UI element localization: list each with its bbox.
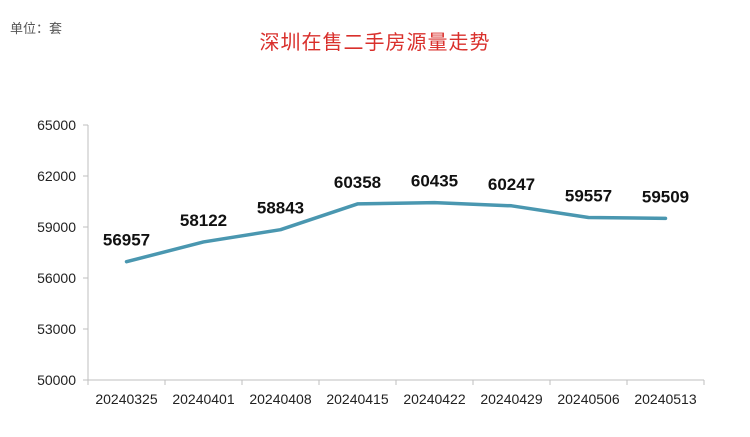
- data-label: 59509: [642, 187, 689, 206]
- y-axis-ticks: 50000 53000 56000 59000 62000 65000: [37, 117, 88, 388]
- unit-label: 单位：套: [10, 22, 63, 37]
- chart-axes: [87, 125, 704, 381]
- y-tick-label: 62000: [37, 168, 76, 184]
- data-label: 60435: [411, 172, 458, 191]
- series-line: [124, 200, 668, 264]
- data-label: 60247: [488, 175, 535, 194]
- chart-title: 深圳在售二手房源量走势: [259, 30, 491, 54]
- x-tick-label: 20240422: [403, 391, 466, 407]
- y-tick-label: 59000: [37, 219, 76, 235]
- x-tick-label: 20240401: [172, 391, 235, 407]
- data-label: 56957: [103, 231, 150, 250]
- data-labels: 56957 58122 58843 60358 60435 60247 59557 59509: [103, 172, 689, 250]
- x-tick-label: 20240429: [480, 391, 543, 407]
- y-tick-label: 53000: [37, 321, 76, 337]
- y-tick-label: 50000: [37, 372, 76, 388]
- data-label: 58843: [257, 199, 304, 218]
- data-label: 59557: [565, 187, 612, 206]
- y-tick-label: 56000: [37, 270, 76, 286]
- x-axis-ticks: 20240325 20240401 20240408 20240415 20240422…: [87, 380, 705, 407]
- x-tick-label: 20240408: [249, 391, 312, 407]
- series-layer: [124, 200, 668, 264]
- x-tick-label: 20240415: [326, 391, 389, 407]
- data-label: 58122: [180, 211, 227, 230]
- data-label: 60358: [334, 173, 381, 192]
- y-tick-label: 65000: [37, 117, 76, 133]
- x-tick-label: 20240325: [95, 391, 158, 407]
- x-tick-label: 20240506: [557, 391, 620, 407]
- x-tick-label: 20240513: [634, 391, 697, 407]
